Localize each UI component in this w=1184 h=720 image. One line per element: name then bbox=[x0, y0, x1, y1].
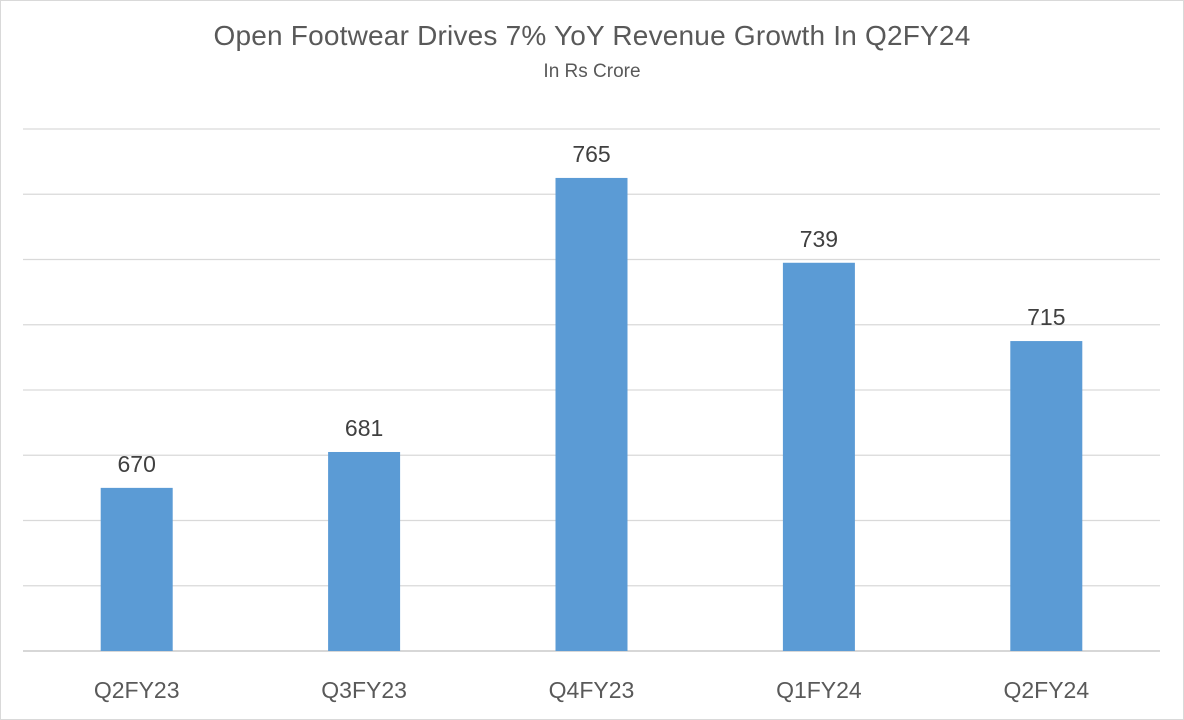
x-tick-label: Q1FY24 bbox=[776, 677, 862, 703]
data-labels: 670 681 765 739 715 bbox=[118, 141, 1066, 477]
data-label: 765 bbox=[572, 141, 610, 167]
chart-title: Open Footwear Drives 7% YoY Revenue Grow… bbox=[213, 20, 971, 51]
x-tick-label: Q2FY23 bbox=[94, 677, 180, 703]
bar-q1fy24 bbox=[782, 262, 855, 651]
bar-q2fy24 bbox=[1010, 341, 1083, 651]
data-label: 670 bbox=[118, 451, 156, 477]
bar-q4fy23 bbox=[555, 177, 628, 651]
x-axis-tick-labels: Q2FY23 Q3FY23 Q4FY23 Q1FY24 Q2FY24 bbox=[94, 677, 1089, 703]
x-tick-label: Q2FY24 bbox=[1003, 677, 1089, 703]
bar-q3fy23 bbox=[328, 451, 401, 651]
x-tick-label: Q4FY23 bbox=[549, 677, 635, 703]
chart-subtitle: In Rs Crore bbox=[543, 61, 641, 82]
data-label: 739 bbox=[800, 226, 838, 252]
bars bbox=[100, 177, 1083, 651]
data-label: 681 bbox=[345, 415, 383, 441]
bar-q2fy23 bbox=[100, 487, 173, 651]
x-tick-label: Q3FY23 bbox=[321, 677, 407, 703]
data-label: 715 bbox=[1027, 304, 1065, 330]
